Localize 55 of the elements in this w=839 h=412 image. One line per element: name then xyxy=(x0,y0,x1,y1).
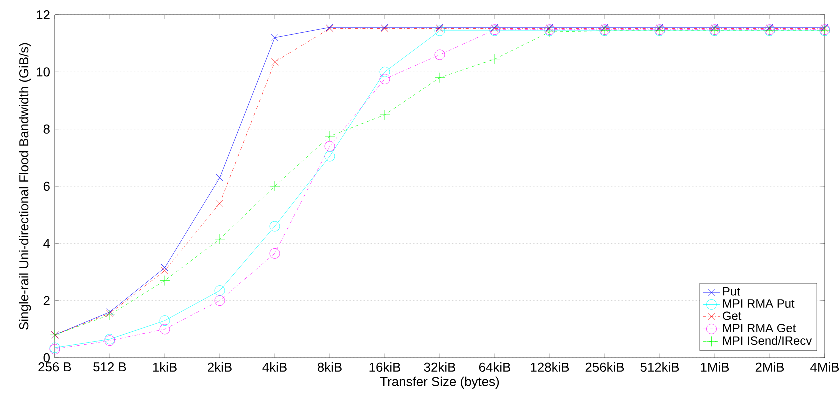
x-tick-label: 128kiB xyxy=(531,362,570,372)
x-tick-label: 8kiB xyxy=(318,362,342,372)
point xyxy=(434,26,446,36)
point xyxy=(214,234,226,245)
point xyxy=(161,267,169,275)
y-axis-title: Single-rail Uni-directional Flood Bandwidth (GiB/s) xyxy=(19,43,32,330)
point xyxy=(270,181,280,192)
legend-label: MPI RMA Get xyxy=(723,324,796,333)
point xyxy=(271,34,279,42)
point xyxy=(324,131,336,142)
y-tick-label: 10 xyxy=(37,68,50,77)
legend-label: Put xyxy=(723,287,740,296)
x-tick-label: 512kiB xyxy=(640,362,680,372)
y-tick-label: 12 xyxy=(37,10,50,20)
point xyxy=(216,200,224,208)
point xyxy=(160,316,170,326)
y-tick-label: 4 xyxy=(44,239,50,248)
x-tick-label: 16kiB xyxy=(370,362,401,372)
x-tick-label: 4MiB xyxy=(810,362,839,372)
point xyxy=(380,66,390,78)
point xyxy=(324,141,336,152)
point xyxy=(104,310,116,320)
x-tick-label: 256kiB xyxy=(586,362,624,372)
x-axis-title: Transfer Size (bytes) xyxy=(380,376,500,389)
y-tick-label: 8 xyxy=(44,124,50,134)
x-tick-label: 1MiB xyxy=(701,362,730,372)
point xyxy=(270,221,280,232)
point xyxy=(271,58,279,66)
point xyxy=(214,286,226,296)
point xyxy=(214,296,226,306)
point xyxy=(434,50,446,60)
y-tick-label: 2 xyxy=(44,296,50,306)
y-tick-label: 6 xyxy=(44,182,50,192)
point xyxy=(161,264,169,272)
point xyxy=(324,151,336,162)
point xyxy=(380,110,390,120)
x-tick-label: 2MiB xyxy=(756,362,784,372)
point xyxy=(434,72,446,84)
legend-label: MPI ISend/IRecv xyxy=(723,336,812,346)
legend-label: Get xyxy=(723,312,742,320)
point xyxy=(160,276,170,286)
x-tick-label: 1kiB xyxy=(153,362,177,372)
point xyxy=(270,248,280,259)
point xyxy=(216,174,224,182)
x-tick-label: 256 B xyxy=(38,362,72,372)
x-tick-label: 64kiB xyxy=(479,362,511,372)
y-tick-label: 0 xyxy=(44,353,50,363)
x-tick-label: 2kiB xyxy=(208,362,232,372)
legend-label: MPI RMA Put xyxy=(723,300,795,308)
x-tick-label: 4kiB xyxy=(262,362,287,372)
point xyxy=(160,324,170,335)
point xyxy=(380,74,390,84)
point xyxy=(490,54,500,64)
x-tick-label: 512 B xyxy=(94,362,126,372)
x-tick-label: 32kiB xyxy=(424,362,456,372)
